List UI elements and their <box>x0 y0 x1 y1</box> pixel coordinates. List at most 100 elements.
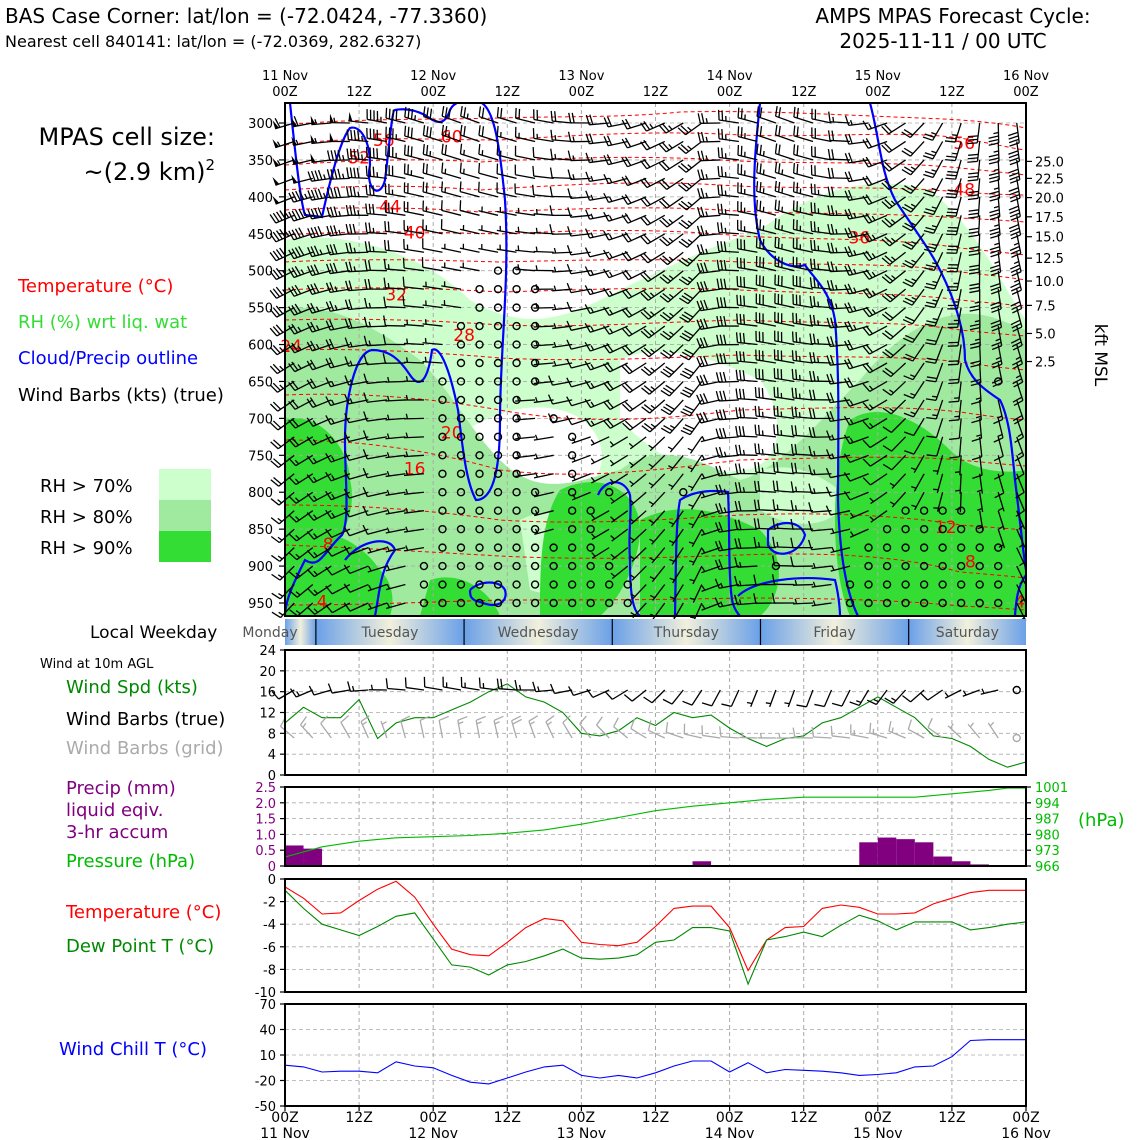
top-hour-label: 12Z <box>939 85 965 100</box>
barb-flag <box>755 199 758 211</box>
calm-circle <box>975 524 984 534</box>
wind-barb <box>515 245 536 253</box>
barb-flag <box>328 357 335 368</box>
barb-half-flag <box>387 376 390 383</box>
wind-barb-true <box>604 689 629 700</box>
wind-barb <box>659 196 684 209</box>
panel-frame <box>284 878 1027 993</box>
barb-flag <box>680 429 691 436</box>
barb-half-flag <box>890 200 896 205</box>
barb-flag <box>328 338 335 349</box>
barb-staff <box>579 723 592 739</box>
barb-flag <box>684 405 695 411</box>
barb-flag <box>791 425 794 436</box>
barb-flag <box>548 375 554 386</box>
wind-barb <box>270 454 295 469</box>
barb-half-flag <box>516 452 520 458</box>
wind-barb <box>862 362 888 374</box>
calm-circle <box>882 561 892 571</box>
barb-flag <box>1008 205 1019 211</box>
barb-flag <box>306 360 314 371</box>
wind-barb <box>325 338 350 350</box>
wind-barb <box>1009 233 1022 258</box>
wind-barb <box>667 436 684 453</box>
wind-barb <box>344 356 369 367</box>
calm-circle <box>938 506 947 515</box>
barb-flag <box>715 522 720 533</box>
barb-flag <box>271 573 281 581</box>
wind-barb <box>438 395 447 405</box>
barb-flag <box>865 306 873 316</box>
barb-half-flag <box>705 136 708 142</box>
barb-staff <box>349 565 369 575</box>
barb-flag <box>659 200 668 209</box>
barb-flag <box>678 203 688 211</box>
barb-flag <box>317 169 323 180</box>
barb-flag <box>991 289 1002 295</box>
barb-flag <box>643 366 653 374</box>
calm-circle <box>938 524 947 534</box>
barb-half-flag <box>931 150 937 154</box>
barb-half-flag <box>687 447 693 452</box>
calm-circle <box>475 432 484 442</box>
wind-barb <box>345 242 369 254</box>
barb-flag <box>830 242 835 253</box>
calm-circle <box>567 524 577 534</box>
barb-flag <box>968 153 979 156</box>
barb-staff <box>331 565 351 576</box>
wind-barb <box>1016 528 1026 548</box>
barb-half-flag <box>608 252 613 259</box>
barb-flag <box>621 119 628 130</box>
barb-half-flag <box>297 326 302 332</box>
wind-barb <box>640 233 666 245</box>
wind-barb <box>493 414 503 423</box>
barb-half-flag <box>871 309 876 314</box>
height-tick-label: 20.0 <box>1035 192 1064 207</box>
barb-flag <box>925 208 936 213</box>
calm-circle <box>530 524 540 534</box>
barb-half-flag <box>405 526 409 532</box>
barb-flag <box>407 107 410 119</box>
barb-flag <box>992 363 1003 369</box>
wind-barb <box>456 377 466 386</box>
calm-circle <box>901 524 910 534</box>
barb-flag <box>549 224 553 235</box>
barb-half-flag <box>534 491 539 497</box>
barb-flag <box>270 498 280 506</box>
barb-flag <box>663 425 673 432</box>
wind-barb <box>901 580 910 589</box>
wind-barb <box>946 215 962 236</box>
barb-flag <box>1014 436 1024 444</box>
barb-flag <box>343 469 350 480</box>
barb-half-flag <box>688 522 694 526</box>
barb-half-flag <box>331 418 335 424</box>
barb-half-flag <box>668 540 675 544</box>
y-tick-label: 0.5 <box>255 844 276 859</box>
forecast-cycle-label: AMPS MPAS Forecast Cycle: <box>815 4 1090 28</box>
barb-flag <box>606 361 614 371</box>
barb-half-flag <box>534 472 539 478</box>
barb-flag <box>703 299 709 310</box>
wind-barb <box>755 293 777 309</box>
barb-half-flag <box>977 526 983 530</box>
barb-flag <box>718 428 724 439</box>
barb-flag <box>719 726 722 737</box>
barb-flag <box>603 287 610 297</box>
barb-flag <box>778 125 781 137</box>
barb-half-flag <box>910 185 916 189</box>
barb-flag <box>968 246 980 249</box>
barb-flag <box>314 189 320 200</box>
barb-flag <box>757 462 761 473</box>
barb-flag <box>844 284 850 295</box>
wind-barb <box>844 133 869 145</box>
barb-staff <box>908 728 925 739</box>
wind-barb-grid <box>967 722 981 739</box>
barb-flag <box>759 126 763 137</box>
calm-circle <box>882 543 892 552</box>
barb-staff <box>927 689 944 701</box>
barb-half-flag <box>590 288 594 294</box>
wind-barb <box>493 284 503 294</box>
barb-flag <box>567 188 572 199</box>
wind-barb <box>717 109 739 124</box>
wind-barb <box>383 296 406 309</box>
